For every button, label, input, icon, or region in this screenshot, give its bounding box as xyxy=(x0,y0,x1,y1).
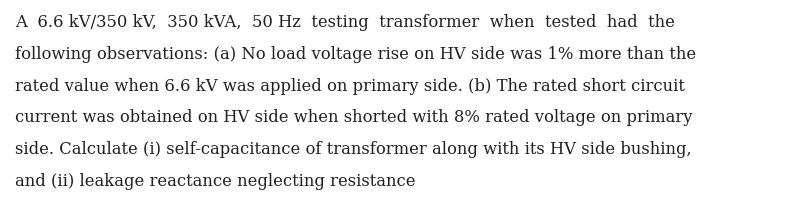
Text: and (ii) leakage reactance neglecting resistance: and (ii) leakage reactance neglecting re… xyxy=(15,172,414,189)
Text: rated value when 6.6 kV was applied on primary side. (b) The rated short circuit: rated value when 6.6 kV was applied on p… xyxy=(15,77,684,94)
Text: A  6.6 kV/350 kV,  350 kVA,  50 Hz  testing  transformer  when  tested  had  the: A 6.6 kV/350 kV, 350 kVA, 50 Hz testing … xyxy=(15,14,674,31)
Text: current was obtained on HV side when shorted with 8% rated voltage on primary: current was obtained on HV side when sho… xyxy=(15,109,691,126)
Text: following observations: (a) No load voltage rise on HV side was 1% more than the: following observations: (a) No load volt… xyxy=(15,46,695,63)
Text: side. Calculate (i) self-capacitance of transformer along with its HV side bushi: side. Calculate (i) self-capacitance of … xyxy=(15,140,690,157)
